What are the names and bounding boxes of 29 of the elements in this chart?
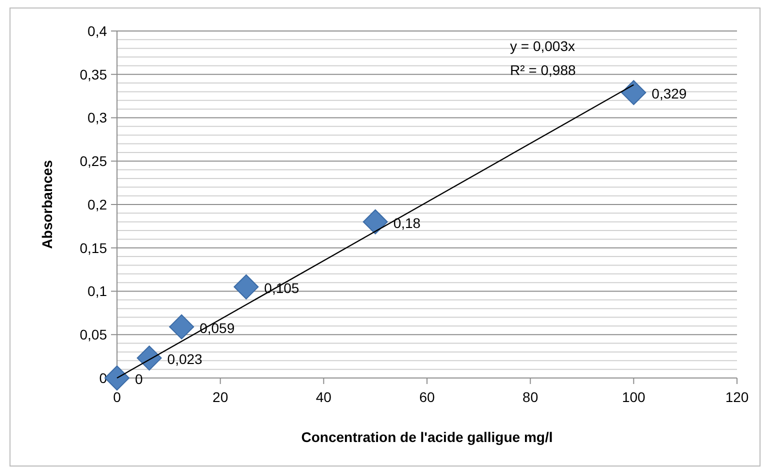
x-axis-title: Concentration de l'acide galligue mg/l bbox=[301, 429, 553, 445]
y-tick-label: 0,1 bbox=[88, 283, 108, 300]
annotation: R² = 0,988 bbox=[510, 62, 576, 78]
y-tick-label: 0,25 bbox=[80, 153, 108, 170]
point bbox=[621, 80, 646, 106]
x-tick-label: 120 bbox=[725, 389, 749, 405]
annotation: y = 0,003x bbox=[510, 38, 575, 54]
x-tick-label: 80 bbox=[522, 389, 538, 405]
point bbox=[169, 314, 194, 340]
x-tick-label: 20 bbox=[212, 389, 228, 405]
data-label: 0 bbox=[135, 371, 143, 387]
x-tick-label: 40 bbox=[316, 389, 332, 405]
data-label: 0,023 bbox=[167, 351, 203, 368]
data-label: 0,329 bbox=[652, 86, 687, 102]
y-tick-label: 0,2 bbox=[88, 196, 108, 212]
y-tick-label: 0,15 bbox=[80, 240, 108, 256]
y-tick-label: 0,3 bbox=[88, 110, 108, 126]
y-tick-label: 0,4 bbox=[88, 22, 108, 39]
y-tick-label: 0,35 bbox=[80, 66, 108, 82]
y-axis-title: Absorbances bbox=[39, 160, 55, 249]
y-tick-label: 0,05 bbox=[80, 326, 108, 343]
x-tick-label: 0 bbox=[113, 389, 122, 405]
data-label: 0,18 bbox=[393, 214, 421, 231]
x-tick-label: 100 bbox=[622, 389, 646, 405]
point bbox=[104, 366, 130, 390]
point bbox=[136, 346, 162, 371]
point bbox=[234, 274, 259, 300]
x-tick-label: 60 bbox=[419, 389, 435, 405]
point bbox=[362, 209, 388, 234]
